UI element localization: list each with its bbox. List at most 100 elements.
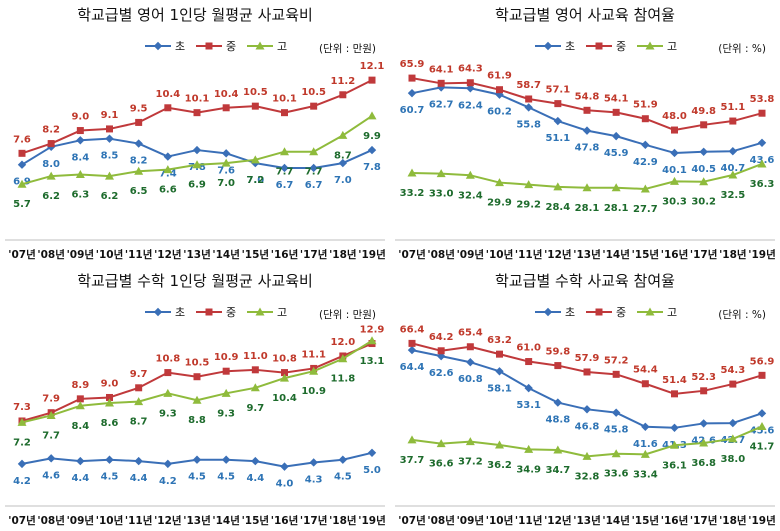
data-point-high — [17, 179, 27, 188]
data-label-middle: 7.3 — [13, 402, 31, 413]
x-tick-labels: '07년 '08년 '09년 '10년 '11년 '12년 '13년 '14년 '15년 '16년… — [8, 514, 386, 527]
data-label-high: 7.2 — [13, 437, 31, 448]
data-label-high: 28.1 — [604, 203, 629, 214]
x-tick-label: '11년 — [125, 514, 153, 527]
x-tick-label: '07년 — [8, 248, 36, 261]
data-label-middle: 9.0 — [71, 112, 89, 123]
data-label-high: 32.5 — [720, 190, 745, 201]
data-label-high: 7.7 — [305, 167, 323, 178]
data-point-high — [757, 159, 767, 168]
data-point-elementary — [407, 345, 417, 355]
data-point-high — [553, 182, 563, 191]
data-label-middle: 9.5 — [130, 103, 148, 114]
data-label-high: 6.6 — [159, 185, 177, 196]
data-point-high — [699, 177, 709, 186]
data-point-high — [134, 166, 144, 175]
x-tick-label: '09년 — [457, 514, 485, 527]
data-label-high: 6.3 — [71, 189, 89, 200]
data-point-high — [75, 401, 85, 410]
data-label-elementary: 45.9 — [604, 148, 629, 159]
chart-title: 학교급별 영어 사교육 참여율 — [495, 6, 675, 24]
data-label-high: 29.9 — [487, 198, 512, 209]
data-label-elementary: 7.6 — [217, 165, 235, 176]
data-point-middle — [339, 91, 347, 99]
data-label-middle: 56.9 — [750, 356, 775, 367]
data-label-elementary: 8.4 — [71, 152, 89, 163]
data-label-elementary: 40.1 — [662, 165, 687, 176]
data-point-high — [465, 437, 475, 446]
data-label-middle: 65.9 — [400, 59, 425, 70]
data-point-middle — [729, 380, 737, 388]
series-middle: 66.4 64.2 65.4 63.2 61.0 59.8 57.9 57.2 54.4 51.4… — [400, 324, 775, 398]
data-label-elementary: 4.5 — [334, 472, 352, 483]
data-label-elementary: 42.9 — [633, 157, 658, 168]
data-point-middle — [641, 380, 649, 388]
data-label-high: 13.1 — [360, 356, 385, 367]
data-label-middle: 8.9 — [71, 380, 89, 391]
data-point-elementary — [582, 405, 592, 414]
data-point-elementary — [641, 140, 650, 150]
data-label-elementary: 60.8 — [458, 374, 483, 385]
data-point-middle — [222, 367, 230, 375]
data-label-elementary: 47.8 — [575, 143, 600, 154]
data-point-elementary — [553, 398, 563, 407]
data-point-high — [670, 176, 679, 185]
series-middle: 7.6 8.2 9.0 9.1 9.5 10.4 10.1 10.4 10.5 10.1 10.5 1… — [13, 61, 384, 157]
data-point-elementary — [757, 409, 767, 418]
data-label-high: 8.6 — [101, 418, 119, 429]
data-point-high — [250, 383, 260, 392]
data-point-middle — [106, 393, 113, 401]
legend-marker-elementary — [543, 307, 553, 317]
data-point-middle — [671, 126, 678, 134]
data-point-middle — [496, 86, 503, 94]
x-tick-label: '07년 — [8, 514, 36, 527]
x-tick-label: '19년 — [358, 248, 386, 261]
data-point-elementary — [221, 149, 231, 158]
x-tick-label: '17년 — [690, 514, 718, 527]
x-tick-label: '17년 — [300, 248, 328, 261]
data-label-high: 41.7 — [750, 441, 775, 452]
data-label-middle: 9.0 — [101, 378, 119, 389]
data-point-elementary — [134, 456, 143, 466]
series-middle: 65.9 64.1 64.3 61.9 58.7 57.1 54.8 54.1 51.9 48.0… — [400, 59, 775, 134]
data-label-high: 33.0 — [429, 189, 454, 200]
data-label-high: 34.9 — [516, 464, 541, 475]
legend-marker-elementary — [153, 307, 163, 317]
data-label-elementary: 4.5 — [188, 472, 206, 483]
chart-english-cost: 학교급별 영어 1인당 월평균 사교육비 초 중 고 (단위 : 만원) '07년 '08년… — [0, 0, 390, 265]
data-point-high — [728, 434, 738, 443]
x-tick-label: '13년 — [183, 248, 211, 261]
data-label-high: 34.7 — [545, 465, 570, 476]
legend-marker-high — [645, 41, 655, 50]
data-point-middle — [437, 347, 445, 355]
data-point-high — [436, 169, 446, 178]
data-label-elementary: 55.8 — [516, 119, 541, 130]
data-point-elementary — [367, 145, 377, 155]
legend-marker-high — [645, 307, 655, 316]
data-label-elementary: 62.4 — [458, 100, 483, 111]
x-tick-label: '15년 — [632, 248, 660, 261]
data-label-elementary: 60.7 — [400, 105, 425, 116]
data-label-middle: 53.8 — [750, 94, 775, 105]
x-tick-label: '10년 — [96, 514, 124, 527]
x-tick-label: '13년 — [183, 514, 211, 527]
x-tick-label: '12년 — [544, 514, 572, 527]
x-tick-label: '18년 — [719, 514, 747, 527]
data-label-high: 30.3 — [662, 196, 687, 207]
data-point-elementary — [17, 160, 27, 169]
data-label-high: 29.2 — [516, 200, 541, 211]
series-high: 7.2 7.7 8.4 8.6 8.7 9.3 8.8 9.3 9.7 10.4 10.9 11.8 1… — [13, 336, 384, 448]
series-middle: 7.3 7.9 8.9 9.0 9.7 10.8 10.5 10.9 11.0 10.8 11.1 1… — [13, 325, 384, 425]
data-point-middle — [700, 387, 708, 395]
x-tick-label: '09년 — [67, 248, 95, 261]
x-tick-label: '16년 — [271, 514, 299, 527]
data-label-middle: 64.1 — [429, 64, 454, 75]
data-label-high: 32.8 — [575, 471, 600, 482]
x-tick-label: '08년 — [37, 514, 65, 527]
x-tick-label: '10년 — [486, 514, 514, 527]
x-tick-label: '07년 — [398, 514, 426, 527]
legend-marker-middle — [595, 42, 603, 50]
data-point-high — [280, 373, 289, 382]
data-label-elementary: 4.4 — [130, 473, 148, 484]
